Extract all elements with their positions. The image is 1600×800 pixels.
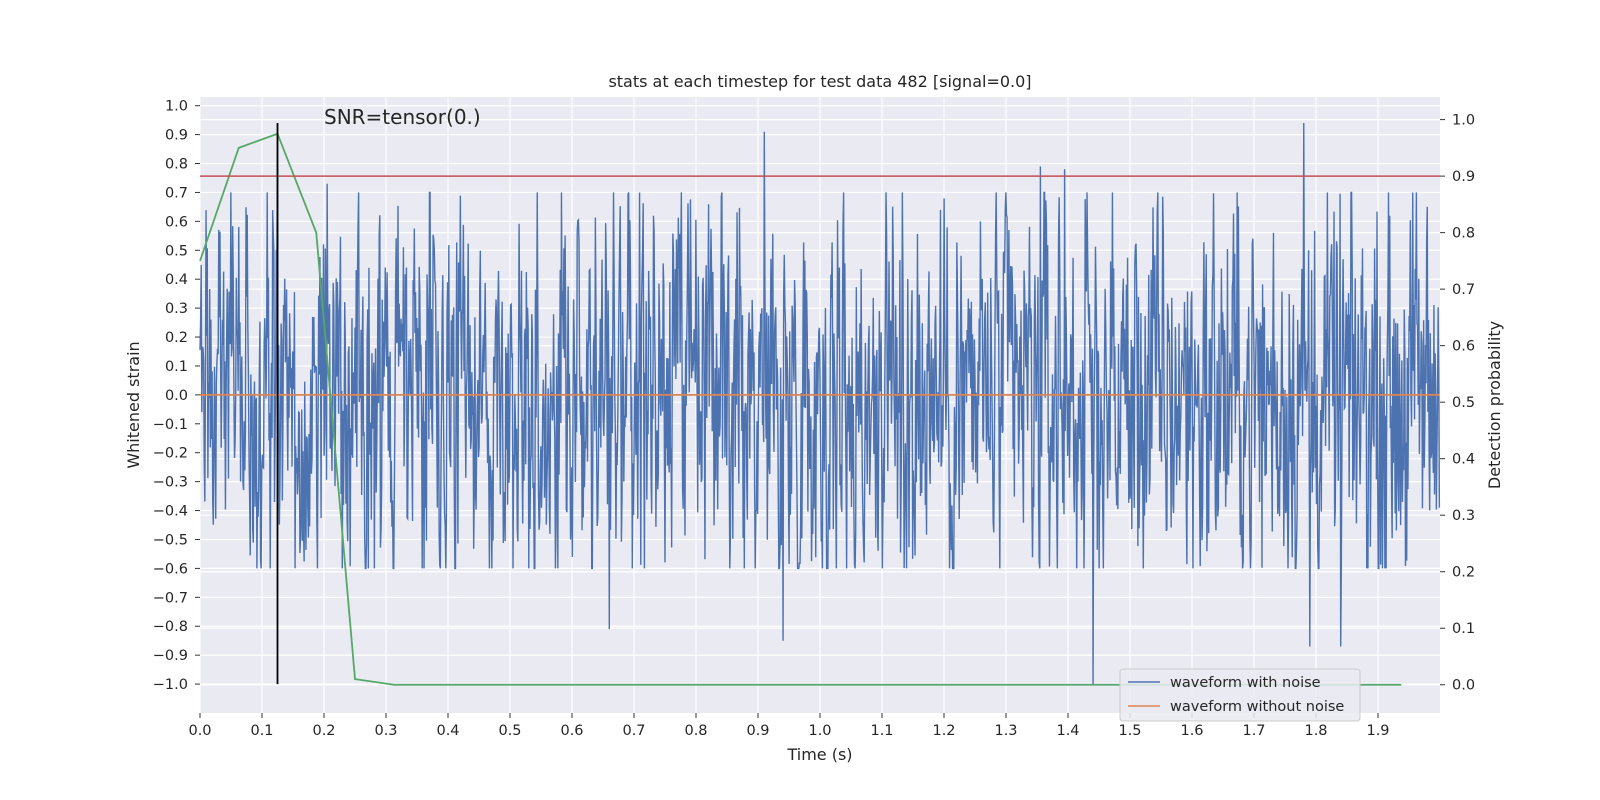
x-tick-label: 0.9 [746,723,769,739]
x-tick-label: 1.3 [994,723,1017,739]
y-tick-label: −1.0 [153,677,188,693]
y-tick-label: 1.0 [165,99,188,115]
y2-tick-label: 1.0 [1452,113,1475,129]
x-tick-label: 1.6 [1180,723,1203,739]
x-tick-label: 1.1 [870,723,893,739]
x-tick-label: 0.3 [374,723,397,739]
x-tick-label: 1.2 [932,723,955,739]
series-waveform-with-noise [199,123,1441,685]
y2-tick-label: 0.0 [1452,678,1475,694]
x-tick-label: 0.8 [684,723,707,739]
y-tick-label: 0.9 [165,128,188,144]
x-tick-label: 0.4 [436,723,459,739]
chart-title: stats at each timestep for test data 482… [608,72,1031,91]
x-tick-label: 1.5 [1118,723,1141,739]
y-tick-label: 0.2 [165,330,188,346]
y-tick-label: 0.6 [165,214,188,230]
x-tick-label: 0.5 [498,723,521,739]
y-tick-label: 0.8 [165,157,188,173]
y-tick-label: −0.1 [153,417,188,433]
y2-tick-label: 0.1 [1452,621,1475,637]
y-tick-label: 0.4 [165,272,188,288]
x-tick-label: 1.0 [808,723,831,739]
y-tick-label: −0.4 [153,504,188,520]
x-tick-label: 1.9 [1366,723,1389,739]
y-tick-label: −0.3 [153,475,188,491]
x-tick-label: 0.0 [188,723,211,739]
y2-tick-label: 0.6 [1452,339,1475,355]
y-tick-label: −0.6 [153,561,188,577]
x-tick-label: 0.1 [250,723,273,739]
y2-tick-label: 0.5 [1452,395,1475,411]
x-axis-label: Time (s) [786,745,852,764]
y-tick-label: 0.7 [165,185,188,201]
snr-annotation: SNR=tensor(0.) [324,105,481,129]
ticks: 0.0 0.1 0.2 0.3 0.4 0.5 0.6 0.7 0.8 0.9 1.0 1.1 1.2 1… [153,99,1475,739]
x-tick-label: 0.2 [312,723,335,739]
y-tick-label: 0.3 [165,301,188,317]
y-tick-label: 0.0 [165,388,188,404]
legend: waveform with noise waveform without noi… [1119,668,1361,722]
x-tick-label: 1.4 [1056,723,1079,739]
legend-label-clean: waveform without noise [1170,699,1344,715]
y2-tick-label: 0.3 [1452,508,1475,524]
y-tick-label: 0.5 [165,243,188,259]
x-tick-label: 1.8 [1304,723,1327,739]
series-detection-probability [199,132,1402,686]
y-axis-label: Whitened strain [124,341,143,468]
y2-axis-label: Detection probability [1485,321,1504,489]
legend-box [1119,668,1361,722]
y-tick-label: −0.2 [153,446,188,462]
plot-area [199,123,1441,686]
legend-label-noise: waveform with noise [1170,675,1321,691]
y-tick-label: −0.9 [153,648,188,664]
x-tick-label: 0.7 [622,723,645,739]
y-tick-label: −0.7 [153,590,188,606]
y-tick-label: 0.1 [165,359,188,375]
x-tick-label: 0.6 [560,723,583,739]
y2-tick-label: 0.4 [1452,452,1475,468]
x-tick-label: 1.7 [1242,723,1265,739]
y2-tick-label: 0.9 [1452,169,1475,185]
y2-tick-label: 0.8 [1452,226,1475,242]
y2-tick-label: 0.2 [1452,565,1475,581]
y2-tick-label: 0.7 [1452,282,1475,298]
y-tick-label: −0.8 [153,619,188,635]
y-tick-label: −0.5 [153,532,188,548]
